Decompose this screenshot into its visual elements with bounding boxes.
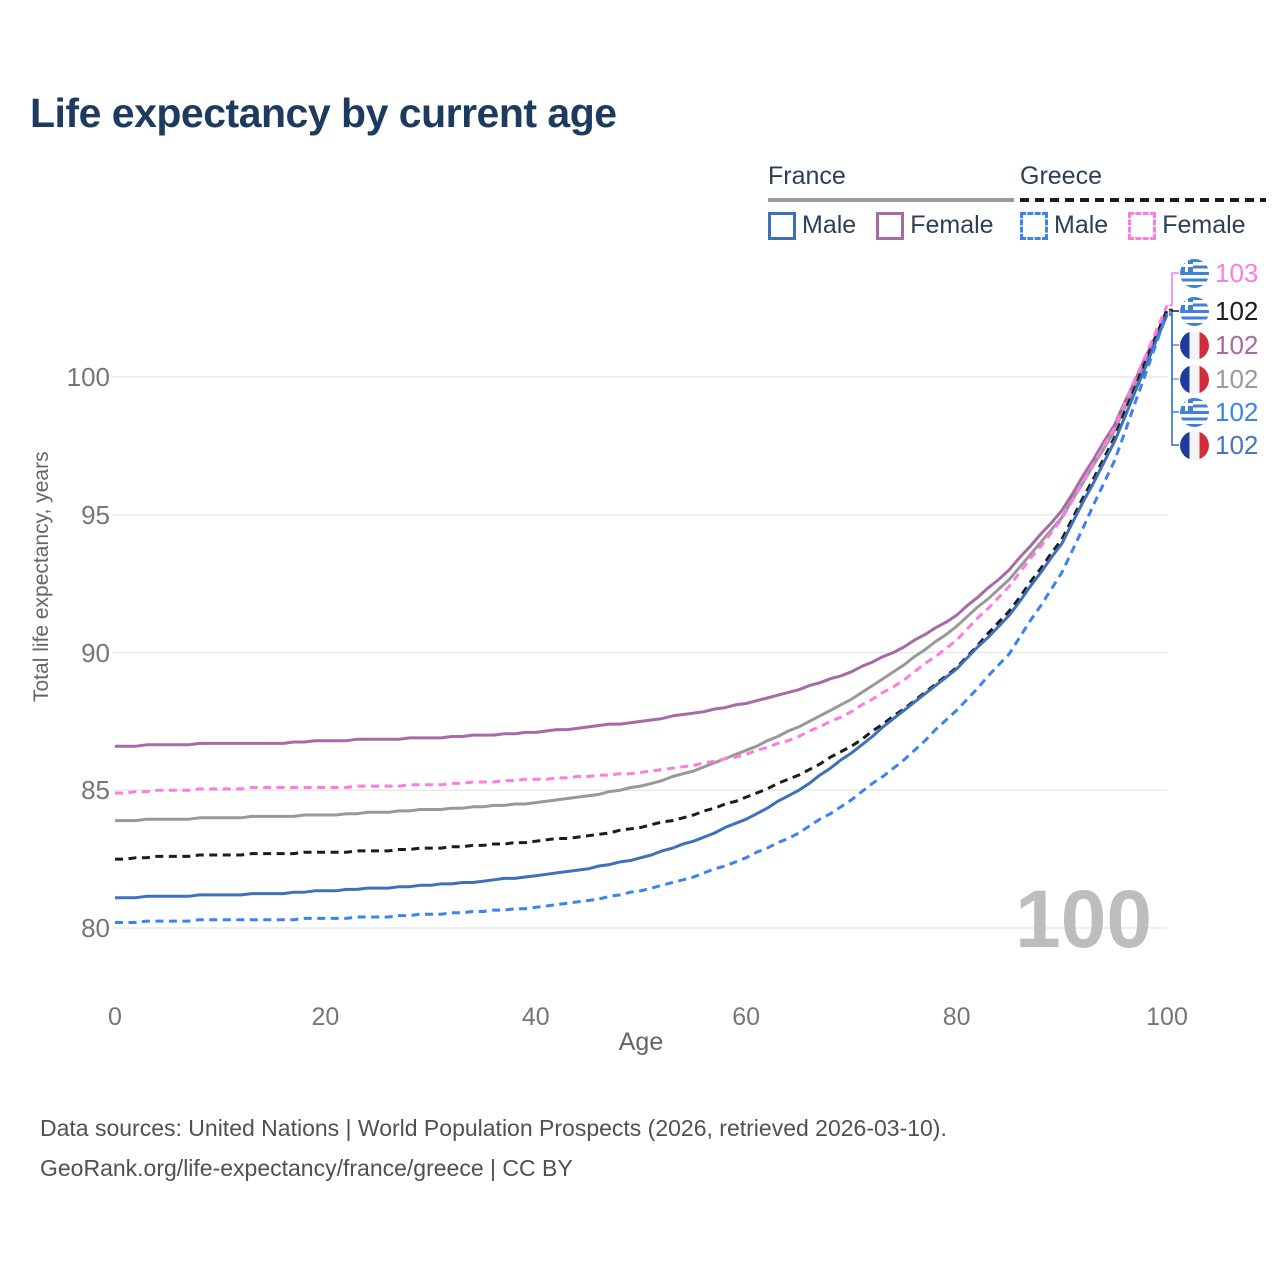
- end-label-row-greece-male: 102: [1180, 396, 1259, 427]
- page-title: Life expectancy by current age: [30, 90, 617, 136]
- series-line-france-female: [115, 310, 1169, 748]
- legend-item-label: Female: [910, 211, 994, 239]
- greece-flag-icon: [1180, 296, 1209, 326]
- x-tick-label-80: 80: [942, 1003, 971, 1031]
- france-flag-icon: [1180, 364, 1209, 394]
- footer-attribution-link: GeoRank.org/life-expectancy/france/greec…: [40, 1155, 573, 1181]
- france-male-swatch-icon: [768, 211, 796, 240]
- legend-item-greece-female[interactable]: Female: [1128, 211, 1246, 240]
- leader-line: [1169, 272, 1179, 307]
- legend-item-france-female[interactable]: Female: [876, 211, 994, 240]
- legend-country-label-france: France: [768, 162, 846, 190]
- series-line-greece-female: [115, 304, 1169, 795]
- leader-line: [1169, 312, 1179, 413]
- x-tick-label-100: 100: [1146, 1003, 1188, 1031]
- france-flag-icon: [1180, 430, 1209, 460]
- y-tick-label-85: 85: [81, 775, 110, 806]
- legend-item-label: Male: [802, 211, 857, 239]
- legend-item-label: Male: [1054, 211, 1109, 239]
- series-line-greece-male: [115, 313, 1169, 924]
- greece-male-swatch-icon: [1020, 211, 1048, 240]
- greece-female-swatch-icon: [1128, 211, 1157, 240]
- end-label-row-france-female: 102: [1180, 329, 1259, 360]
- series-line-france-male: [115, 314, 1169, 900]
- series-line-france: [115, 311, 1169, 823]
- current-age-watermark: 100: [1015, 874, 1152, 965]
- x-tick-label-20: 20: [311, 1003, 340, 1031]
- legend-group-france: France Male Female: [768, 162, 1014, 240]
- end-label-row-greece-female: 103: [1180, 257, 1259, 288]
- legend-group-greece: Greece Male Female: [1020, 162, 1266, 240]
- legend-item-label: Female: [1162, 211, 1246, 239]
- x-axis-title: Age: [618, 1028, 664, 1056]
- end-label-value: 102: [1215, 429, 1259, 460]
- footer: Data sources: United Nations | World Pop…: [40, 1108, 947, 1188]
- legend-greece-line-sample: [1020, 198, 1266, 202]
- france-female-swatch-icon: [876, 211, 905, 240]
- end-label-row-france: 102: [1180, 363, 1259, 394]
- legend-item-greece-male[interactable]: Male: [1020, 211, 1108, 240]
- y-tick-label-90: 90: [81, 637, 110, 668]
- y-tick-label-95: 95: [81, 499, 110, 530]
- end-label-row-france-male: 102: [1180, 429, 1259, 460]
- y-tick-label-100: 100: [66, 362, 110, 392]
- x-tick-label-60: 60: [732, 1003, 761, 1031]
- end-label-value: 102: [1215, 363, 1259, 394]
- footer-data-sources: Data sources: United Nations | World Pop…: [40, 1115, 947, 1141]
- legend-item-france-male[interactable]: Male: [768, 211, 856, 240]
- greece-flag-icon: [1180, 258, 1209, 288]
- end-label-value: 103: [1215, 257, 1259, 288]
- end-label-value: 102: [1215, 329, 1259, 360]
- end-label-value: 102: [1215, 295, 1259, 326]
- x-tick-label-0: 0: [108, 1003, 122, 1031]
- legend-france-line-sample: [768, 198, 1014, 202]
- leader-line: [1169, 314, 1179, 446]
- x-tick-label-40: 40: [521, 1003, 550, 1031]
- end-label-row-greece: 102: [1180, 295, 1259, 326]
- y-tick-label-80: 80: [81, 913, 110, 943]
- greece-flag-icon: [1180, 397, 1209, 427]
- series-line-greece: [115, 308, 1169, 861]
- leader-line: [1169, 308, 1179, 312]
- legend-country-label-greece: Greece: [1020, 162, 1102, 190]
- france-flag-icon: [1180, 330, 1209, 360]
- end-label-value: 102: [1215, 396, 1259, 427]
- leader-line: [1169, 310, 1179, 346]
